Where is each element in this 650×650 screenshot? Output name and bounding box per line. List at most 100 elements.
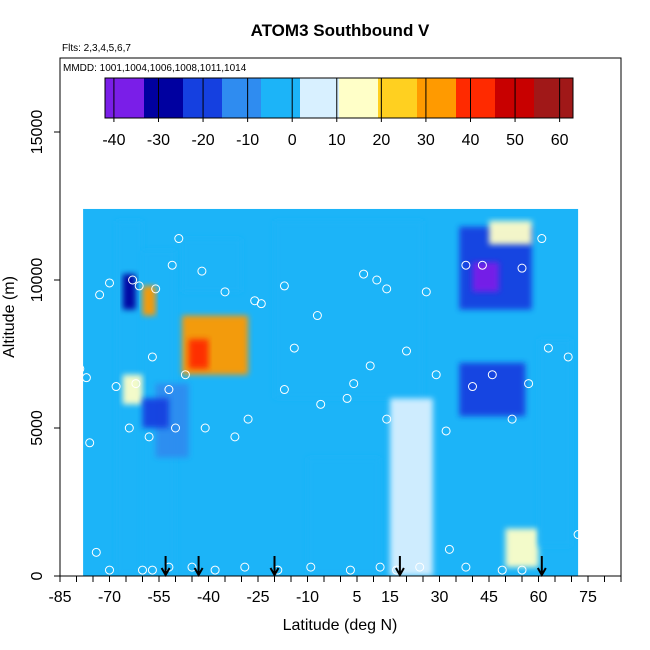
field-region-5 bbox=[122, 274, 136, 310]
observation-point bbox=[573, 530, 583, 540]
flight-arrow bbox=[536, 556, 547, 578]
observation-point bbox=[477, 260, 487, 270]
colorbar-tick-label: -20 bbox=[191, 132, 214, 149]
colorbar-tick-label: 60 bbox=[551, 132, 569, 149]
observation-point bbox=[81, 373, 91, 383]
observation-point bbox=[279, 385, 289, 395]
colorbar-segment bbox=[222, 78, 262, 118]
flight-arrow bbox=[395, 556, 405, 578]
field-region-12 bbox=[307, 457, 381, 576]
observation-point bbox=[151, 284, 161, 294]
observation-point bbox=[468, 382, 477, 392]
observation-point bbox=[171, 423, 180, 433]
observation-point bbox=[200, 423, 210, 433]
observation-point bbox=[461, 260, 471, 270]
observation-point bbox=[174, 234, 184, 244]
colorbar-segment bbox=[300, 78, 340, 118]
observation-point bbox=[131, 379, 141, 389]
observation-point bbox=[243, 414, 253, 424]
flight-arrow bbox=[160, 556, 171, 578]
field-region-6 bbox=[182, 238, 242, 292]
observation-point bbox=[415, 562, 425, 572]
observation-point bbox=[359, 269, 369, 279]
x-tick-label: -85 bbox=[48, 589, 71, 606]
x-tick-label: -40 bbox=[197, 589, 220, 606]
observation-point bbox=[210, 565, 220, 575]
observation-point bbox=[147, 565, 157, 575]
field-region-8 bbox=[122, 374, 143, 405]
observation-point bbox=[517, 565, 527, 575]
observation-point bbox=[187, 562, 197, 572]
field-region-4 bbox=[142, 285, 156, 316]
colorbar-segment bbox=[456, 78, 496, 118]
colorbar-tick-label: 30 bbox=[417, 132, 435, 149]
x-tick-label: 15 bbox=[381, 589, 399, 606]
y-tick-label: 5000 bbox=[29, 410, 46, 446]
observation-point bbox=[164, 385, 174, 395]
colorbar-segment bbox=[534, 78, 574, 118]
x-tick-label: 30 bbox=[431, 589, 449, 606]
x-tick-label: -55 bbox=[147, 589, 170, 606]
observation-point bbox=[240, 562, 250, 572]
colorbar-tick-label: 0 bbox=[288, 132, 297, 149]
observation-point bbox=[537, 234, 547, 244]
observation-point bbox=[402, 346, 411, 356]
x-tick-label: 60 bbox=[530, 589, 548, 606]
y-tick-label: 10000 bbox=[29, 258, 46, 303]
field-region-9 bbox=[142, 398, 169, 428]
x-tick-label: 5 bbox=[353, 589, 362, 606]
observation-point bbox=[487, 370, 497, 380]
field-region-15 bbox=[459, 362, 526, 417]
colorbar-tick-label: 40 bbox=[462, 132, 480, 149]
observation-point bbox=[441, 426, 451, 436]
observation-point bbox=[507, 414, 517, 424]
observation-point bbox=[256, 299, 266, 309]
observation-point bbox=[306, 562, 316, 572]
colorbar-tick-label: -30 bbox=[147, 132, 170, 149]
colorbar-segment bbox=[378, 78, 418, 118]
heatmap-field bbox=[83, 208, 579, 576]
mmdd-label: MMDD: 1001,1004,1006,1008,1011,1014 bbox=[63, 63, 247, 74]
x-axis: -85 -70 -55 -40 -25 -10 5 15 30 45 60 75 bbox=[48, 576, 622, 606]
field-region-16 bbox=[505, 528, 539, 568]
observation-point bbox=[563, 352, 573, 362]
flight-arrow bbox=[193, 556, 204, 578]
observation-point bbox=[167, 260, 177, 270]
observation-point bbox=[345, 565, 355, 575]
observation-point bbox=[316, 399, 326, 409]
y-tick-label: 0 bbox=[29, 571, 46, 580]
x-tick-label: -70 bbox=[98, 589, 121, 606]
flight-arrow bbox=[269, 556, 280, 578]
observation-point bbox=[105, 278, 114, 288]
observation-point bbox=[382, 284, 392, 294]
observation-point bbox=[461, 562, 471, 572]
colorbar bbox=[104, 77, 574, 119]
observation-point bbox=[365, 361, 375, 371]
colorbar-segment bbox=[105, 78, 145, 118]
colorbar-tick-label: 10 bbox=[328, 132, 346, 149]
observation-point bbox=[144, 432, 154, 442]
observation-point bbox=[444, 544, 454, 554]
observation-point bbox=[431, 370, 441, 380]
colorbar-ticks: -40 -30 -20 -10 0 10 20 30 40 50 60 bbox=[102, 78, 569, 149]
observation-point bbox=[517, 263, 527, 273]
observation-point bbox=[124, 423, 134, 433]
observation-point bbox=[349, 379, 359, 389]
observation-point bbox=[111, 382, 121, 392]
observation-point bbox=[524, 379, 534, 389]
colorbar-tick-label: -40 bbox=[102, 132, 125, 149]
x-axis-label: Latitude (deg N) bbox=[283, 617, 398, 634]
observation-point bbox=[372, 275, 382, 285]
field-region-18 bbox=[538, 339, 572, 547]
y-axis: 0 5000 10000 15000 bbox=[29, 110, 60, 580]
observation-point bbox=[230, 432, 240, 442]
observation-point bbox=[75, 364, 85, 374]
colorbar-tick-label: -10 bbox=[236, 132, 259, 149]
observation-point bbox=[95, 290, 105, 300]
colorbar-tick-label: 50 bbox=[506, 132, 524, 149]
chart-title: ATOM3 Southbound V bbox=[251, 21, 430, 40]
observation-point bbox=[91, 547, 101, 557]
observation-point bbox=[497, 565, 507, 575]
observation-point bbox=[289, 343, 299, 353]
